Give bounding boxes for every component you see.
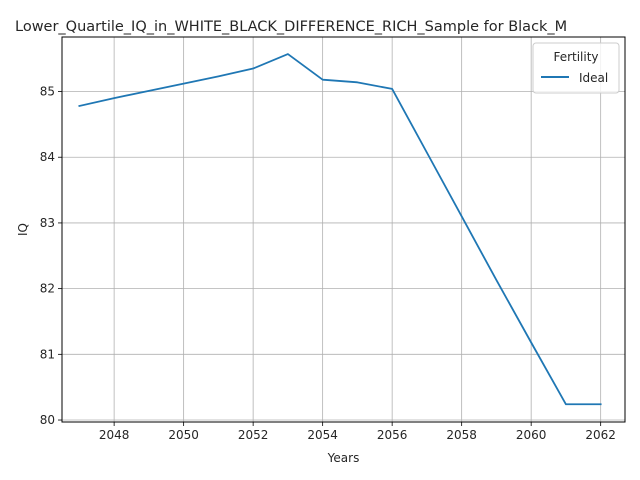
x-tick-label: 2054 bbox=[307, 428, 338, 442]
grid-lines bbox=[62, 37, 625, 422]
x-tick-label: 2048 bbox=[99, 428, 130, 442]
x-tick-label: 2052 bbox=[238, 428, 269, 442]
y-axis-label: IQ bbox=[16, 223, 30, 236]
legend-box bbox=[532, 42, 620, 94]
legend-title: Fertility bbox=[553, 50, 598, 64]
x-tick-label: 2050 bbox=[168, 428, 199, 442]
legend: Fertility Ideal bbox=[532, 42, 620, 94]
y-tick-label: 80 bbox=[40, 413, 55, 427]
y-tick-label: 84 bbox=[40, 150, 55, 164]
x-tick-label: 2060 bbox=[516, 428, 547, 442]
chart-title: Lower_Quartile_IQ_in_WHITE_BLACK_DIFFERE… bbox=[15, 19, 567, 35]
y-axis-ticks: 80 81 82 83 84 85 bbox=[40, 85, 62, 427]
y-tick-label: 85 bbox=[40, 85, 55, 99]
series-line-ideal bbox=[78, 53, 602, 406]
y-tick-label: 83 bbox=[40, 216, 55, 230]
plot-frame bbox=[61, 36, 626, 423]
legend-entry-ideal: Ideal bbox=[579, 71, 608, 85]
x-axis-label: Years bbox=[327, 451, 360, 465]
x-tick-label: 2058 bbox=[446, 428, 477, 442]
x-tick-label: 2056 bbox=[377, 428, 408, 442]
y-tick-label: 82 bbox=[40, 282, 55, 296]
x-axis-ticks: 2048 2050 2052 2054 2056 2058 2060 2062 bbox=[99, 422, 616, 442]
y-tick-label: 81 bbox=[40, 347, 55, 361]
x-tick-label: 2062 bbox=[585, 428, 616, 442]
series-lines bbox=[78, 53, 602, 406]
